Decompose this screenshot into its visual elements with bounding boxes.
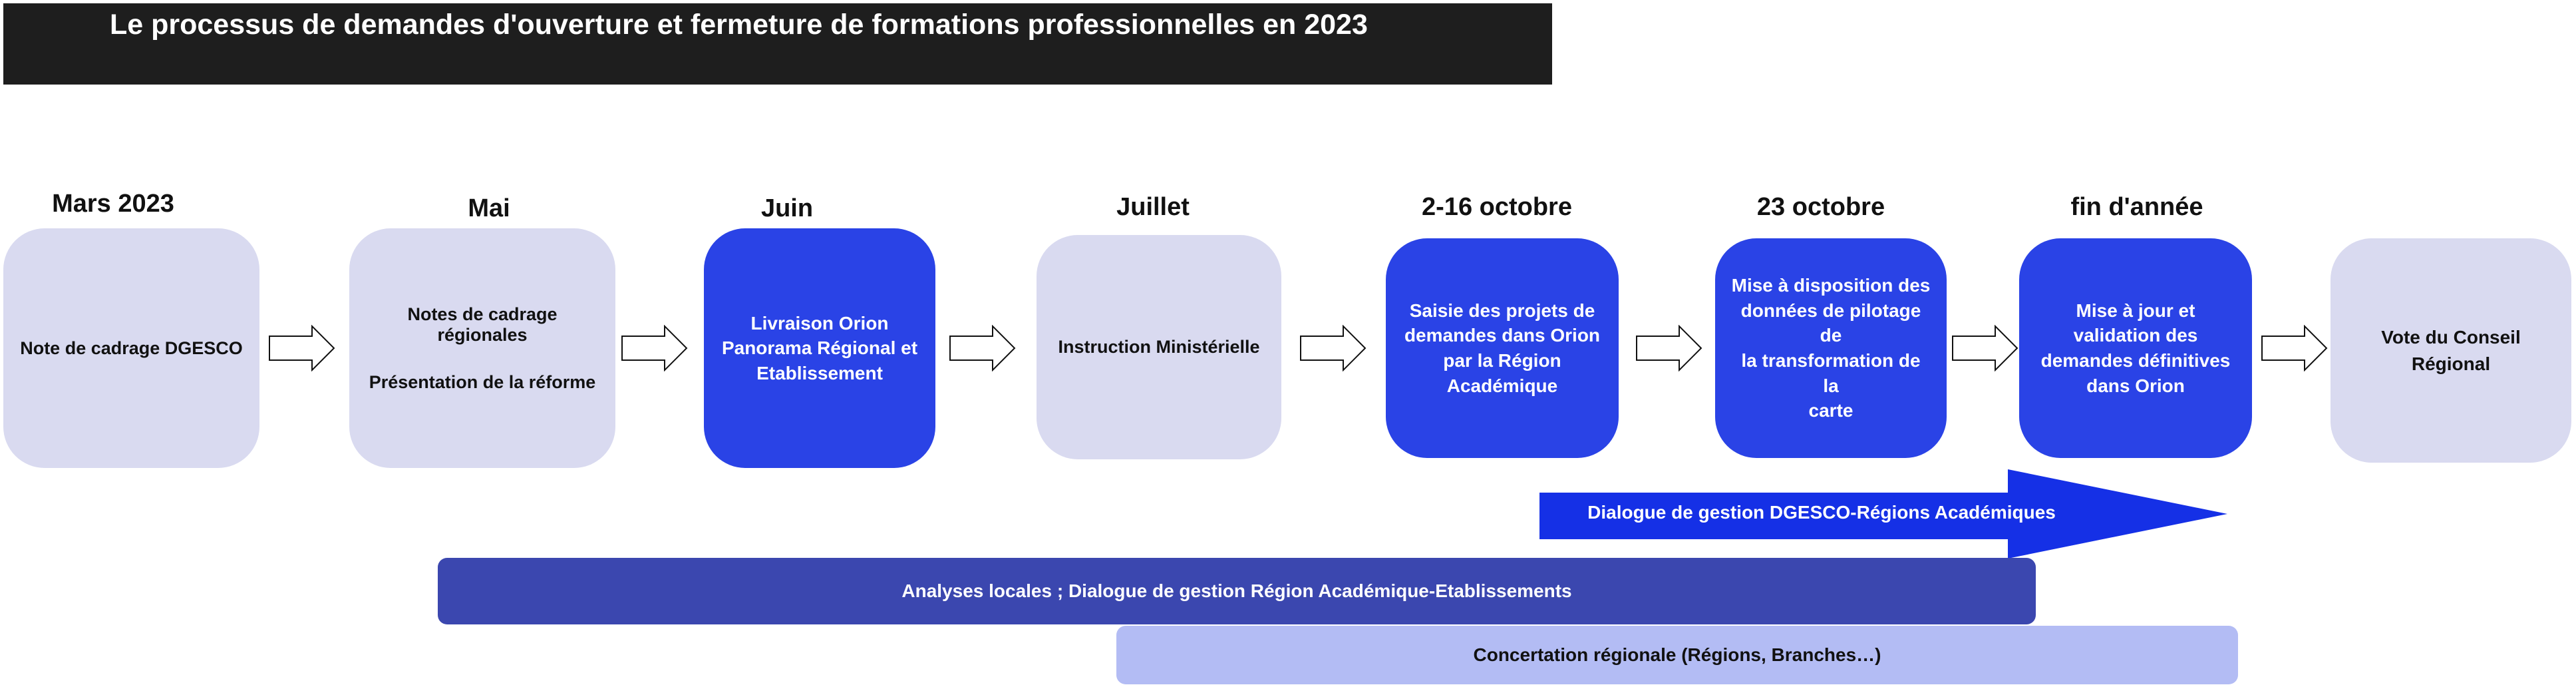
step-7-date: fin d'année bbox=[2070, 193, 2203, 221]
step-6-line: la transformation de la bbox=[1741, 350, 1921, 396]
step-6-line: données de pilotage de bbox=[1740, 300, 1921, 346]
step-3-date: Juin bbox=[760, 194, 814, 222]
step-7-line: validation des bbox=[2073, 325, 2198, 346]
step-8-line: Vote du Conseil bbox=[2381, 327, 2521, 348]
step-5-line: par la Région bbox=[1443, 350, 1561, 371]
connector-arrow-icon bbox=[269, 325, 335, 371]
connector-arrow-icon bbox=[949, 325, 1016, 371]
step-2-date: Mai bbox=[468, 194, 510, 222]
connector-arrow-icon bbox=[1636, 325, 1702, 371]
step-8-line: Régional bbox=[2411, 353, 2491, 374]
step-2-box: Notes de cadrage régionales Présentation… bbox=[349, 228, 615, 468]
step-1-line: Note de cadrage DGESCO bbox=[20, 338, 243, 358]
step-5-line: demandes dans Orion bbox=[1404, 325, 1601, 346]
step-3-box: Livraison Orion Panorama Régional et Eta… bbox=[704, 228, 935, 468]
step-6-date: 23 octobre bbox=[1756, 193, 1885, 221]
title-bar: Le processus de demandes d'ouverture et … bbox=[3, 3, 1552, 85]
dialogue-arrow-label: Dialogue de gestion DGESCO-Régions Acadé… bbox=[1587, 502, 2056, 523]
connector-arrow-icon bbox=[1952, 325, 2018, 371]
step-5-line: Saisie des projets de bbox=[1409, 300, 1595, 321]
step-4-date: Juillet bbox=[1116, 193, 1190, 221]
dialogue-arrow-icon bbox=[1539, 469, 2227, 559]
step-8-box: Vote du Conseil Régional bbox=[2331, 238, 2571, 463]
step-4-box: Instruction Ministérielle bbox=[1037, 235, 1281, 459]
step-5-date: 2-16 octobre bbox=[1422, 193, 1572, 221]
step-7-line: demandes définitives bbox=[2040, 350, 2231, 371]
step-5-box: Saisie des projets de demandes dans Orio… bbox=[1386, 238, 1619, 458]
diagram-title: Le processus de demandes d'ouverture et … bbox=[110, 9, 1368, 41]
step-6-line: carte bbox=[1808, 400, 1853, 421]
step-6-box: Mise à disposition des données de pilota… bbox=[1715, 238, 1947, 458]
step-1-box: Note de cadrage DGESCO bbox=[3, 228, 259, 468]
step-6-line: Mise à disposition des bbox=[1731, 275, 1931, 296]
step-5-line: Académique bbox=[1446, 375, 1558, 396]
step-4-line: Instruction Ministérielle bbox=[1058, 337, 1260, 357]
connector-arrow-icon bbox=[1300, 325, 1367, 371]
step-7-line: Mise à jour et bbox=[2076, 300, 2195, 321]
step-3-line: Panorama Régional et bbox=[721, 338, 918, 359]
step-7-line: dans Orion bbox=[2086, 375, 2185, 396]
connector-arrow-icon bbox=[621, 325, 688, 371]
connector-arrow-icon bbox=[2261, 325, 2328, 371]
step-1-date: Mars 2023 bbox=[52, 190, 174, 218]
step-3-line: Etablissement bbox=[756, 362, 883, 383]
local-analyses-label: Analyses locales ; Dialogue de gestion R… bbox=[901, 580, 1572, 601]
step-7-box: Mise à jour et validation des demandes d… bbox=[2019, 238, 2252, 458]
step-2-line: Notes de cadrage régionales bbox=[407, 304, 558, 345]
step-2-line: Présentation de la réforme bbox=[369, 371, 596, 392]
regional-consultation-label: Concertation régionale (Régions, Branche… bbox=[1473, 644, 1881, 665]
local-analyses-band: Analyses locales ; Dialogue de gestion R… bbox=[438, 558, 2036, 624]
regional-consultation-band: Concertation régionale (Régions, Branche… bbox=[1116, 626, 2238, 684]
step-3-line: Livraison Orion bbox=[750, 312, 889, 334]
